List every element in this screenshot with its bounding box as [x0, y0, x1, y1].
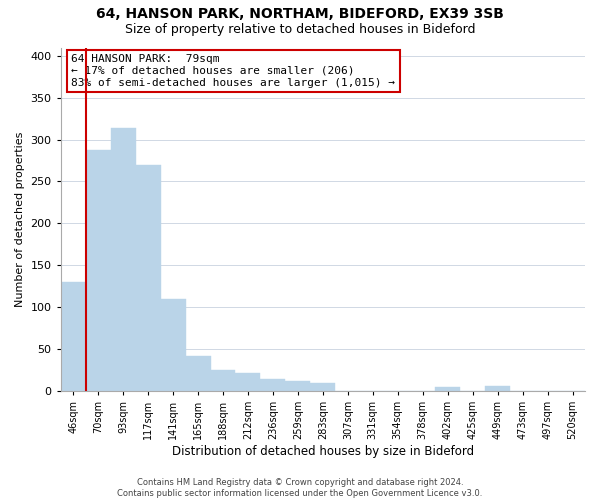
Bar [61, 282, 86, 391]
Bar [260, 379, 286, 390]
Text: 64 HANSON PARK:  79sqm
← 17% of detached houses are smaller (206)
83% of semi-de: 64 HANSON PARK: 79sqm ← 17% of detached … [71, 54, 395, 88]
Bar [235, 373, 260, 390]
Bar [161, 300, 185, 390]
Bar [310, 383, 335, 390]
Bar [110, 128, 136, 390]
Text: 64, HANSON PARK, NORTHAM, BIDEFORD, EX39 3SB: 64, HANSON PARK, NORTHAM, BIDEFORD, EX39… [96, 8, 504, 22]
Bar [485, 386, 510, 390]
Bar [286, 382, 310, 390]
X-axis label: Distribution of detached houses by size in Bideford: Distribution of detached houses by size … [172, 444, 474, 458]
Bar [136, 166, 161, 390]
Text: Contains HM Land Registry data © Crown copyright and database right 2024.
Contai: Contains HM Land Registry data © Crown c… [118, 478, 482, 498]
Bar [185, 356, 211, 390]
Bar [435, 387, 460, 390]
Y-axis label: Number of detached properties: Number of detached properties [15, 132, 25, 306]
Bar [211, 370, 235, 390]
Text: Size of property relative to detached houses in Bideford: Size of property relative to detached ho… [125, 22, 475, 36]
Bar [86, 150, 110, 390]
